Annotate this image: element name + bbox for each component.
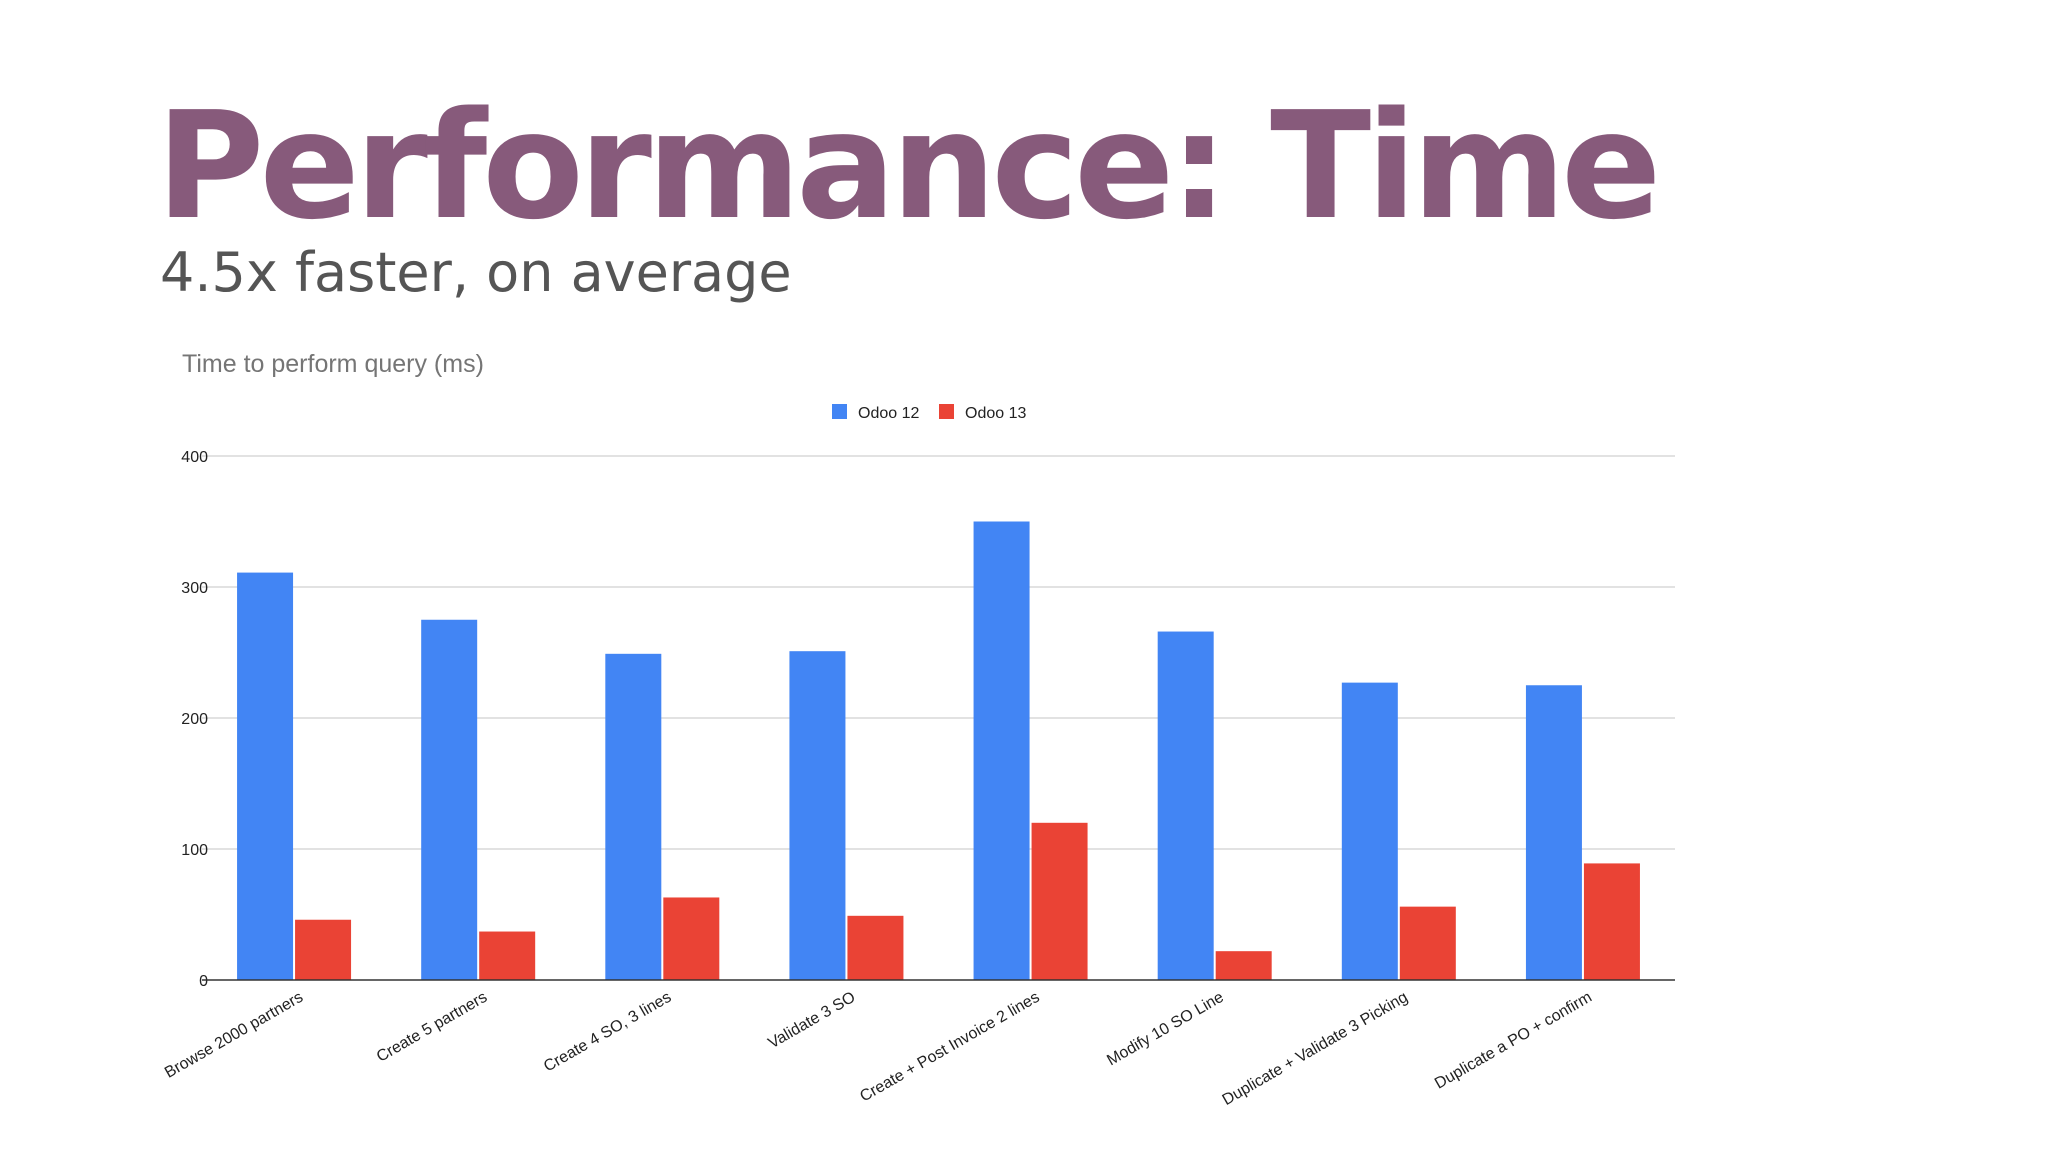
- y-tick-label: 0: [199, 973, 208, 990]
- legend-label-odoo-12: Odoo 12: [858, 405, 919, 422]
- bar-odoo-13: [479, 931, 536, 980]
- bar-odoo-12: [237, 572, 294, 980]
- legend-swatch-odoo-13: [939, 404, 954, 419]
- x-tick-label: Duplicate a PO + confirm: [1432, 989, 1595, 1093]
- bar-odoo-13: [295, 919, 352, 980]
- bar-odoo-12: [605, 653, 662, 980]
- legend-label-odoo-13: Odoo 13: [965, 405, 1026, 422]
- bar-odoo-13: [847, 915, 904, 980]
- y-axis-ticks: 0 100 200 300 400: [181, 449, 208, 990]
- chart-legend: Odoo 12 Odoo 13: [832, 404, 1026, 422]
- bar-odoo-12: [421, 619, 478, 980]
- legend-swatch-odoo-12: [832, 404, 847, 419]
- bar-odoo-13: [1583, 863, 1640, 980]
- x-tick-label: Modify 10 SO Line: [1104, 989, 1227, 1070]
- bar-odoo-12: [789, 651, 846, 980]
- x-tick-label: Validate 3 SO: [765, 989, 858, 1052]
- bar-odoo-12: [973, 521, 1030, 980]
- bar-odoo-13: [663, 897, 720, 980]
- x-tick-label: Duplicate + Validate 3 Picking: [1220, 989, 1411, 1109]
- x-axis-labels: Browse 2000 partners Create 5 partners Cre…: [162, 989, 1595, 1109]
- x-tick-label: Create 5 partners: [374, 989, 490, 1066]
- y-tick-label: 100: [181, 842, 208, 859]
- x-tick-label: Create 4 SO, 3 lines: [541, 989, 674, 1076]
- bar-odoo-13: [1215, 951, 1272, 980]
- x-tick-label: Create + Post Invoice 2 lines: [857, 989, 1042, 1106]
- bar-odoo-12: [1525, 685, 1582, 980]
- slide-subtitle: 4.5x faster, on average: [160, 241, 792, 304]
- y-tick-label: 300: [181, 580, 208, 597]
- x-tick-label: Browse 2000 partners: [162, 989, 306, 1082]
- y-tick-label: 400: [181, 449, 208, 466]
- bar-odoo-13: [1031, 822, 1088, 980]
- slide-title: Performance: Time: [156, 80, 1661, 252]
- chart-title: Time to perform query (ms): [182, 350, 484, 378]
- y-tick-label: 200: [181, 711, 208, 728]
- bar-odoo-13: [1399, 906, 1456, 980]
- bar-odoo-12: [1157, 631, 1214, 980]
- bars: [237, 521, 1640, 980]
- bar-odoo-12: [1341, 682, 1398, 980]
